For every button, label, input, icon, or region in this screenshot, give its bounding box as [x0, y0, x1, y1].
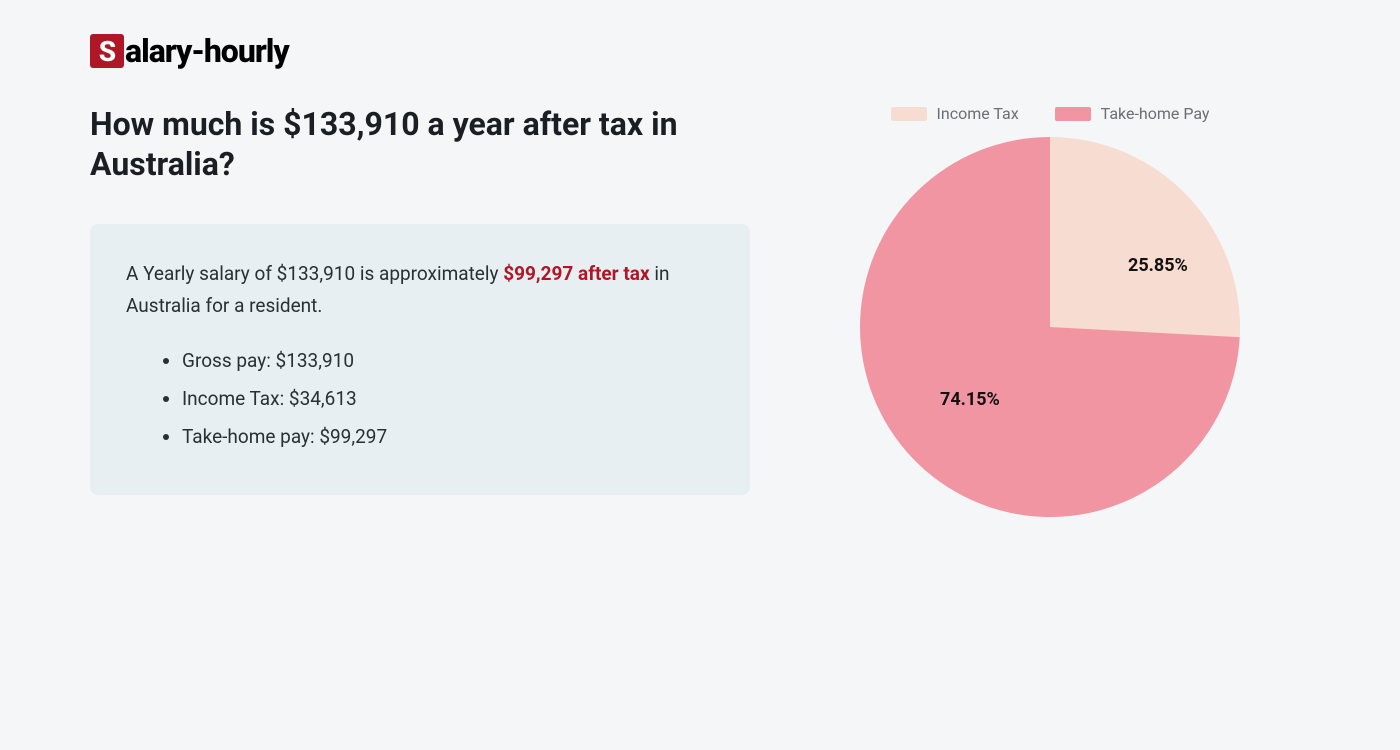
legend-item-income-tax: Income Tax	[891, 104, 1019, 123]
summary-box: A Yearly salary of $133,910 is approxima…	[90, 224, 750, 495]
list-item: Income Tax: $34,613	[182, 383, 714, 415]
intro-highlight: $99,297 after tax	[503, 262, 649, 285]
legend-item-take-home: Take-home Pay	[1055, 104, 1210, 123]
logo-badge: S	[90, 34, 124, 68]
logo-text: alary-hourly	[125, 32, 289, 70]
legend-swatch	[1055, 107, 1091, 121]
page-title: How much is $133,910 a year after tax in…	[90, 104, 750, 184]
summary-list: Gross pay: $133,910 Income Tax: $34,613 …	[126, 345, 714, 454]
chart-legend: Income Tax Take-home Pay	[891, 104, 1210, 123]
legend-label: Take-home Pay	[1101, 104, 1210, 123]
pie-chart: 25.85% 74.15%	[860, 137, 1240, 517]
legend-swatch	[891, 107, 927, 121]
list-item: Gross pay: $133,910	[182, 345, 714, 377]
pie-label-take-home: 74.15%	[940, 389, 1000, 410]
logo: S alary-hourly	[90, 32, 1310, 70]
list-item: Take-home pay: $99,297	[182, 421, 714, 453]
pie-label-income-tax: 25.85%	[1128, 255, 1188, 276]
legend-label: Income Tax	[937, 104, 1019, 123]
summary-intro: A Yearly salary of $133,910 is approxima…	[126, 258, 714, 323]
intro-pre: A Yearly salary of $133,910 is approxima…	[126, 262, 503, 285]
pie-svg	[860, 137, 1240, 517]
